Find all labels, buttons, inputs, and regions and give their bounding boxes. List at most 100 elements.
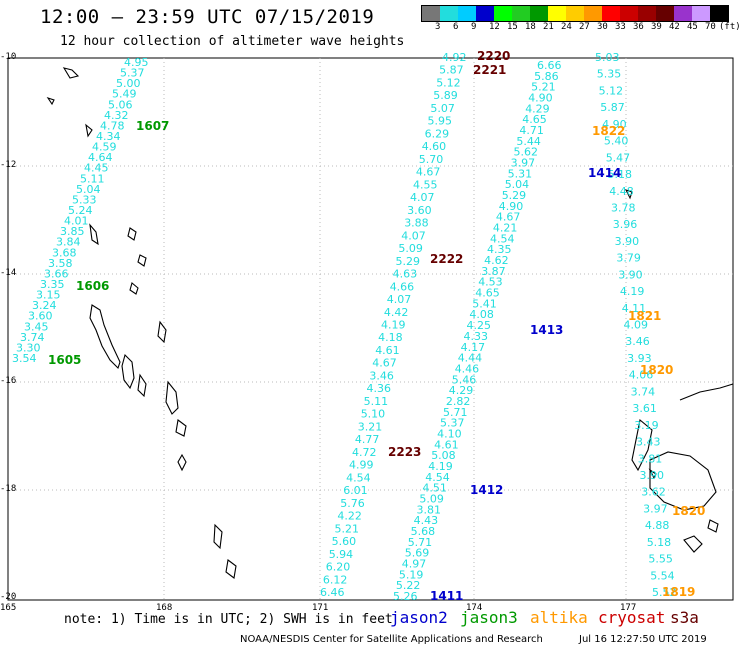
wave-height-value: 3.21 [358, 420, 383, 433]
wave-height-value: 3.96 [613, 218, 638, 231]
wave-height-value: 3.87 [481, 265, 506, 278]
colorbar-label: 33 [615, 22, 626, 32]
wave-height-value: 5.10 [361, 408, 386, 421]
wave-height-value: 5.71 [443, 406, 468, 419]
wave-height-value: 5.18 [608, 168, 633, 181]
wave-height-value: 5.12 [436, 77, 461, 90]
colorbar-label: 42 [669, 22, 680, 32]
longitude-label: 165 [0, 603, 17, 613]
wave-height-value: 5.09 [419, 493, 444, 506]
wave-height-value: 5.07 [430, 102, 455, 115]
wave-height-value: 3.93 [627, 352, 652, 365]
wave-height-value: 3.46 [369, 370, 394, 383]
wave-height-value: 4.63 [393, 268, 418, 281]
colorbar-swatch [530, 6, 548, 21]
wave-height-value: 3.54 [12, 352, 37, 365]
wave-height-value: 5.11 [80, 172, 105, 185]
wave-height-value: 3.88 [404, 217, 429, 230]
wave-height-value: 6.29 [425, 127, 450, 140]
colorbar-label: 39 [651, 22, 662, 32]
wave-height-value: 5.31 [508, 167, 532, 180]
colorbar-swatch [494, 6, 512, 21]
wave-height-value: 4.67 [496, 211, 521, 224]
colorbar-label: 9 [471, 22, 477, 32]
wave-height-value: 3.60 [28, 310, 53, 323]
wave-height-value: 4.46 [455, 362, 480, 375]
wave-height-value: 4.07 [410, 191, 435, 204]
wave-height-value: 5.21 [335, 522, 360, 535]
wave-height-value: 5.40 [604, 135, 629, 148]
wave-height-value: 6.01 [343, 484, 368, 497]
colorbar-swatch [602, 6, 620, 21]
wave-height-value: 3.84 [56, 236, 81, 249]
longitude-label: 174 [466, 603, 483, 613]
wave-height-value: 4.67 [416, 166, 441, 179]
wave-height-value: 4.66 [390, 280, 415, 293]
wave-height-value: 5.86 [534, 70, 559, 83]
pass-time-label: 1607 [136, 119, 169, 133]
wave-height-value: 4.59 [92, 141, 117, 154]
wave-height-value: 5.60 [332, 535, 357, 548]
wave-height-value: 4.06 [629, 369, 654, 382]
wave-height-value: 4.71 [519, 124, 544, 137]
wave-height-value: 3.19 [634, 419, 659, 432]
colorbar-label: 36 [633, 22, 644, 32]
colorbar-label: 3 [435, 22, 441, 32]
wave-height-value: 3.15 [36, 289, 61, 302]
colorbar-swatch [656, 6, 674, 21]
colorbar-label: (ft) [719, 22, 740, 32]
pass-time-label: 1413 [530, 323, 563, 337]
wave-height-value: 5.87 [600, 101, 625, 114]
wave-height-value: 4.77 [355, 433, 380, 446]
wave-height-value: 5.47 [606, 151, 631, 164]
latitude-label: -10 [0, 52, 17, 62]
colorbar-swatch [440, 6, 458, 21]
wave-height-value: 5.29 [502, 189, 527, 202]
pass-time-label: 2223 [388, 445, 421, 459]
wave-height-value: 5.76 [340, 497, 365, 510]
wave-height-value: 4.92 [442, 51, 467, 64]
wave-height-value: 3.60 [407, 204, 432, 217]
wave-height-value: 5.04 [505, 178, 530, 191]
pass-time-label: 1606 [76, 279, 109, 293]
wave-height-value: 5.08 [431, 449, 456, 462]
wave-height-value: 4.08 [469, 308, 494, 321]
wave-height-value: 5.12 [599, 84, 624, 97]
legend-item-altika: altika [530, 608, 588, 627]
wave-height-value: 4.35 [487, 243, 512, 256]
wave-height-value: 4.19 [428, 460, 453, 473]
wave-height-value: 5.54 [650, 569, 675, 582]
wave-height-value: 4.54 [346, 471, 371, 484]
wave-height-value: 3.46 [625, 335, 650, 348]
wave-height-value: 4.67 [372, 357, 397, 370]
wave-height-value: 4.78 [100, 119, 125, 132]
colorbar-label: 18 [525, 22, 536, 32]
wave-height-value: 5.06 [108, 98, 133, 111]
wave-height-value: 5.21 [531, 81, 556, 94]
wave-height-value: 3.81 [417, 503, 442, 516]
wave-height-value: 4.72 [352, 446, 377, 459]
wave-height-value: 4.36 [367, 382, 392, 395]
wave-height-value: 4.43 [414, 514, 439, 527]
wave-height-value: 4.55 [413, 178, 438, 191]
colorbar-swatch [692, 6, 710, 21]
wave-height-value: 5.87 [439, 64, 464, 77]
colorbar-swatch [566, 6, 584, 21]
wave-height-value: 4.09 [624, 319, 649, 332]
wave-height-value: 5.03 [595, 51, 620, 64]
colorbar-swatch [674, 6, 692, 21]
wave-height-value: 4.99 [349, 459, 374, 472]
wave-height-value: 5.68 [411, 525, 436, 538]
wave-height-value: 3.97 [511, 157, 535, 170]
wave-height-value: 4.90 [499, 200, 524, 213]
wave-height-value: 4.61 [375, 344, 400, 357]
pass-time-label: 1411 [430, 589, 463, 603]
wave-height-value: 4.42 [384, 306, 409, 319]
colorbar-label: 15 [507, 22, 518, 32]
pass-time-label: 1605 [48, 353, 81, 367]
wave-height-value: 5.49 [112, 88, 137, 101]
wave-height-value: 5.62 [514, 146, 539, 159]
wave-height-value: 5.89 [433, 89, 458, 102]
wave-height-value: 3.74 [631, 385, 656, 398]
wave-height-value: 5.29 [396, 255, 421, 268]
